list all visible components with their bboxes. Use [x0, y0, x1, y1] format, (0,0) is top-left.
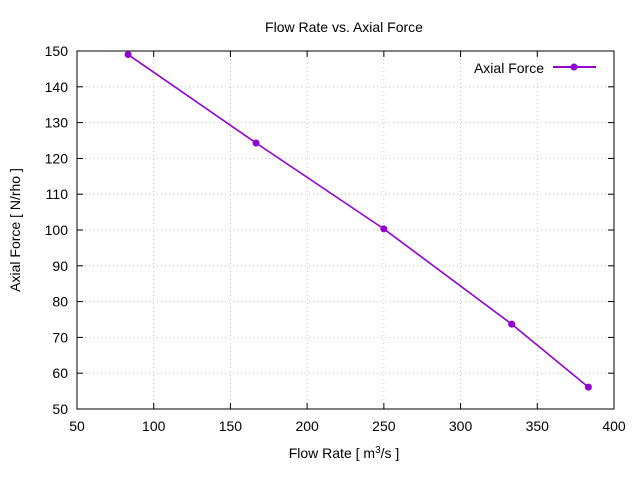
- y-tick-label: 140: [45, 79, 69, 95]
- y-tick-label: 80: [52, 294, 68, 310]
- y-tick-label: 110: [46, 186, 69, 202]
- x-tick-label: 300: [449, 418, 473, 434]
- y-tick-label: 130: [45, 115, 69, 131]
- y-tick-label: 90: [52, 258, 68, 274]
- data-point: [252, 139, 260, 147]
- y-axis: 50 60 70 80 90 100 110 120 130 140 150: [45, 43, 614, 417]
- legend: Axial Force: [474, 60, 596, 76]
- x-axis: 50 100 150 200 250 300 350 400: [69, 51, 626, 434]
- x-tick-label: 350: [526, 418, 550, 434]
- x-axis-label-superscript: 3: [375, 445, 381, 456]
- x-axis-label: Flow Rate [ m3/s ]: [289, 445, 400, 462]
- data-point: [584, 383, 592, 391]
- data-point: [508, 320, 516, 328]
- x-tick-label: 50: [69, 418, 85, 434]
- data-point: [380, 225, 388, 233]
- chart-title: Flow Rate vs. Axial Force: [265, 19, 423, 35]
- y-tick-label: 100: [45, 222, 69, 238]
- grid: [77, 51, 614, 409]
- y-tick-label: 70: [52, 329, 68, 345]
- series-group: [124, 51, 592, 391]
- x-tick-label: 400: [602, 418, 626, 434]
- x-tick-label: 100: [142, 418, 166, 434]
- y-tick-label: 120: [45, 150, 69, 166]
- data-point: [124, 51, 132, 59]
- y-tick-label: 60: [52, 365, 68, 381]
- y-axis-label: Axial Force [ N/rho ]: [7, 168, 23, 292]
- x-tick-label: 250: [372, 418, 396, 434]
- x-tick-label: 150: [219, 418, 243, 434]
- legend-marker: [570, 63, 578, 71]
- y-tick-label: 150: [45, 43, 69, 59]
- y-tick-label: 50: [52, 401, 68, 417]
- legend-label: Axial Force: [474, 60, 544, 76]
- x-tick-label: 200: [295, 418, 319, 434]
